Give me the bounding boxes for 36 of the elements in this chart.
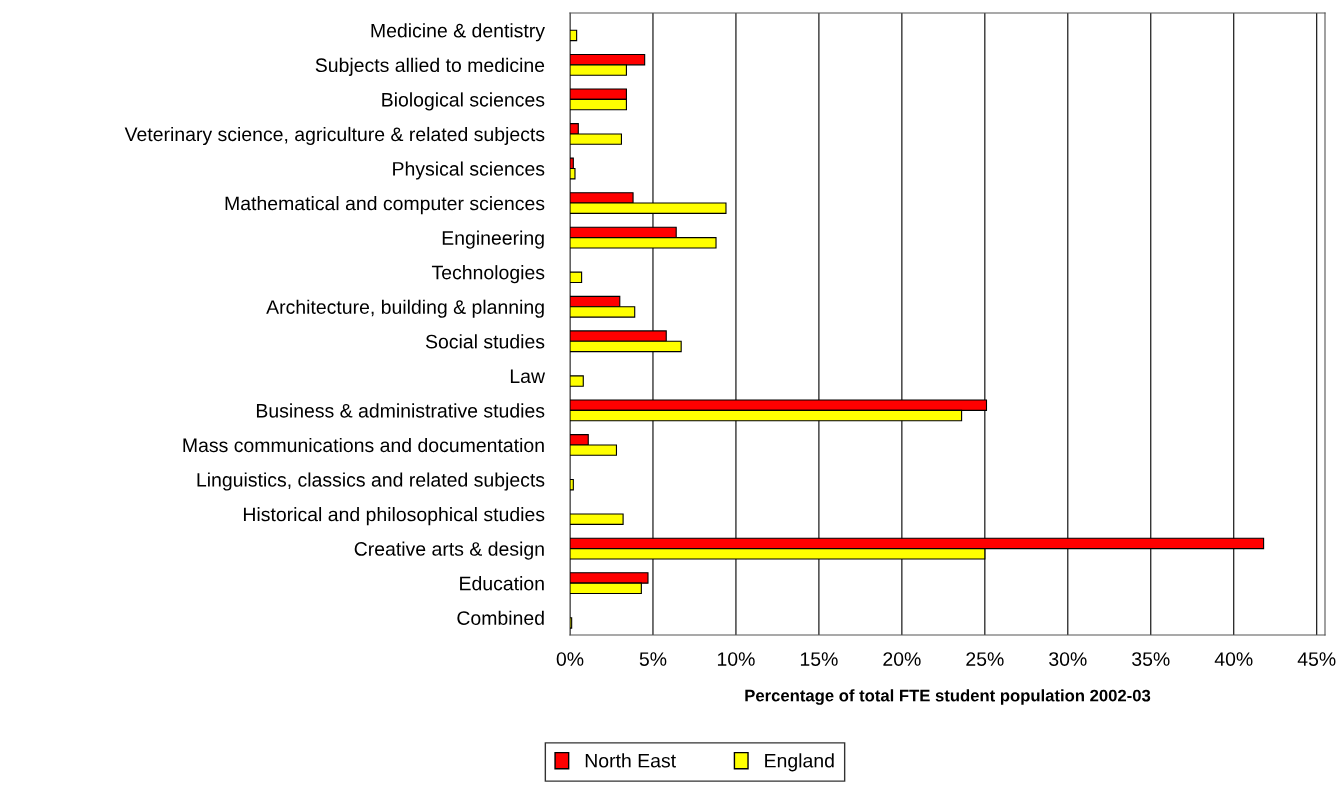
y-tick-label: Veterinary science, agriculture & related subjects [124, 126, 545, 146]
y-tick-label: Mathematical and computer sciences [225, 196, 545, 215]
x-tick-label: 0% [556, 652, 584, 666]
y-tick-label: Linguistics, classics and related subjects [197, 472, 545, 491]
bar [570, 271, 583, 284]
y-tick-label: Mass communications and documentation [183, 437, 544, 453]
y-tick-label: Historical and philosophical studies [243, 507, 545, 526]
y-tick-label: Education [460, 576, 544, 591]
bar [570, 29, 578, 42]
x-tick-label: 40% [1214, 652, 1253, 666]
y-tick-label: Architecture, building & planning [266, 299, 544, 318]
y-tick-label: Creative arts & design [354, 541, 544, 560]
y-tick-label: Combined [457, 610, 544, 625]
x-tick-label: 15% [800, 652, 838, 666]
x-tick-label: 20% [883, 652, 921, 666]
y-tick-label: Physical sciences [393, 161, 545, 180]
y-tick-label: Biological sciences [382, 92, 545, 111]
legend-label: England [765, 753, 834, 772]
y-tick-label: Engineering [442, 230, 544, 249]
y-tick-label: Subjects allied to medicine [315, 57, 545, 76]
bar [570, 375, 584, 387]
x-tick-label: 10% [717, 652, 755, 666]
x-tick-label: 5% [639, 652, 667, 666]
y-tick-label: Medicine & dentistry [371, 23, 545, 42]
x-tick-label: 25% [966, 652, 1004, 666]
x-axis-title: Percentage of total FTE student population 2002-03 [745, 689, 1151, 705]
x-tick-label: 35% [1132, 652, 1170, 666]
x-tick-label: 45% [1297, 652, 1336, 666]
legend-label: North East [585, 753, 676, 768]
y-tick-label: Law [510, 369, 546, 384]
y-tick-label: Technologies [431, 265, 545, 284]
x-tick-label: 30% [1049, 652, 1087, 666]
y-tick-label: Social studies [425, 334, 545, 349]
y-tick-label: Business & administrative studies [256, 403, 545, 418]
bar [570, 478, 574, 491]
bar [570, 513, 624, 525]
